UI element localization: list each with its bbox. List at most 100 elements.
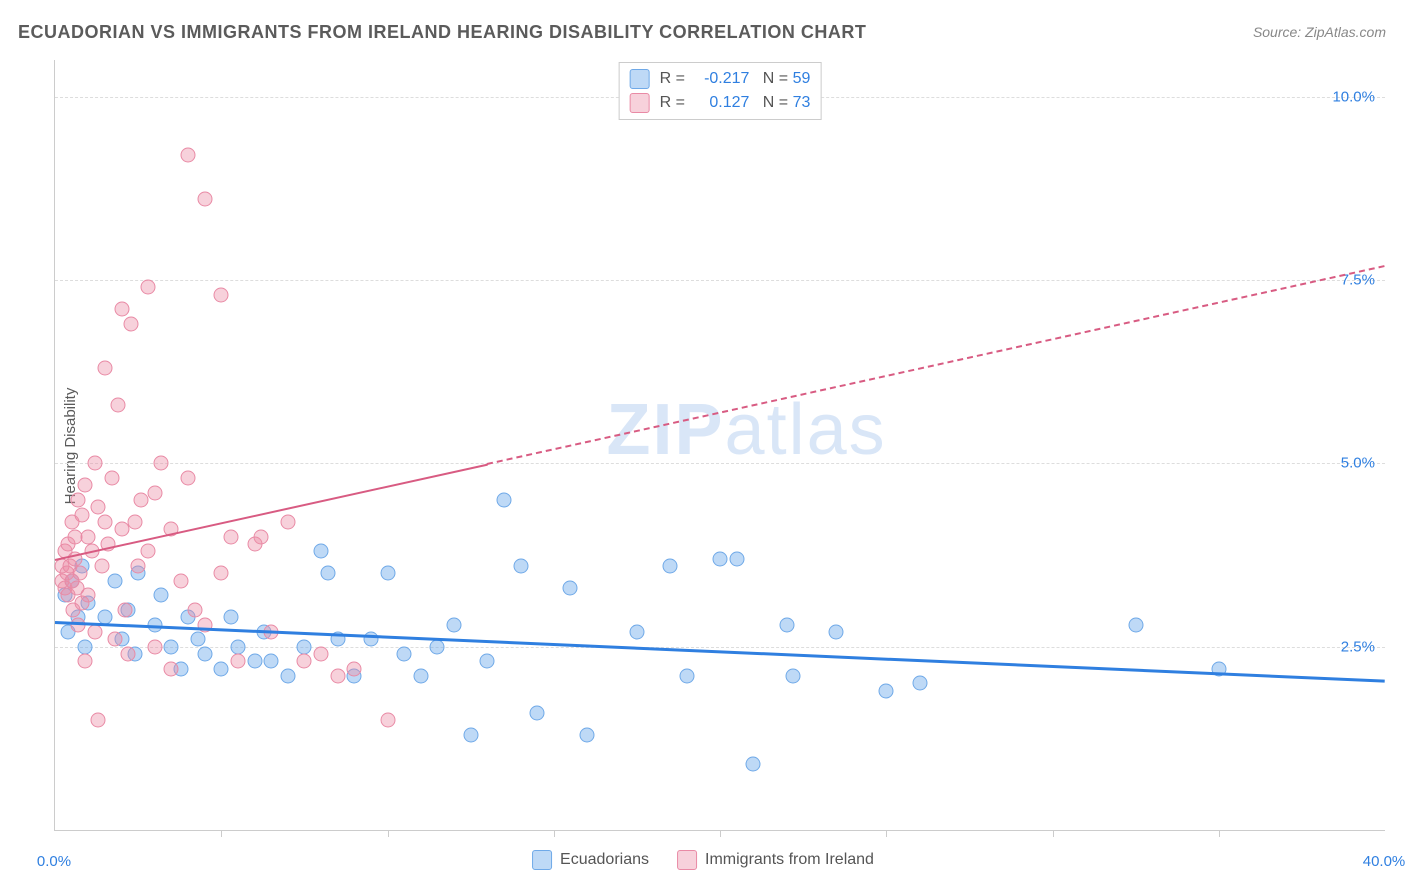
data-point (187, 603, 202, 618)
data-point (87, 625, 102, 640)
data-point (91, 713, 106, 728)
plot-area: ZIPatlas R = -0.217 N = 59 R = 0.127 N = … (54, 60, 1385, 831)
data-point (94, 559, 109, 574)
legend-swatch (677, 850, 697, 870)
x-tick (1053, 830, 1054, 837)
data-point (247, 654, 262, 669)
data-point (141, 280, 156, 295)
trend-line (55, 463, 488, 560)
data-point (87, 456, 102, 471)
data-point (164, 661, 179, 676)
data-point (746, 757, 761, 772)
y-tick-label: 5.0% (1341, 455, 1375, 472)
data-point (124, 317, 139, 332)
data-point (214, 566, 229, 581)
data-point (117, 603, 132, 618)
data-point (147, 639, 162, 654)
x-tick (720, 830, 721, 837)
data-point (713, 551, 728, 566)
data-point (224, 529, 239, 544)
chart-title: ECUADORIAN VS IMMIGRANTS FROM IRELAND HE… (18, 22, 866, 43)
legend-stat-row: R = -0.217 N = 59 (630, 67, 811, 91)
data-point (77, 654, 92, 669)
legend-series: Ecuadorians Immigrants from Ireland (532, 850, 874, 870)
y-tick-label: 2.5% (1341, 638, 1375, 655)
legend-label: Immigrants from Ireland (705, 851, 874, 869)
data-point (214, 661, 229, 676)
legend-stat-text: R = 0.127 N = 73 (660, 94, 811, 112)
data-point (320, 566, 335, 581)
data-point (480, 654, 495, 669)
data-point (829, 625, 844, 640)
data-point (513, 559, 528, 574)
data-point (314, 544, 329, 559)
legend-item: Immigrants from Ireland (677, 850, 874, 870)
trend-line (487, 265, 1385, 465)
data-point (197, 647, 212, 662)
data-point (380, 713, 395, 728)
data-point (121, 647, 136, 662)
data-point (104, 471, 119, 486)
data-point (447, 617, 462, 632)
watermark: ZIPatlas (607, 389, 887, 471)
gridline (55, 463, 1385, 464)
x-tick (554, 830, 555, 837)
legend-swatch (532, 850, 552, 870)
trend-line (55, 621, 1385, 683)
data-point (679, 669, 694, 684)
data-point (496, 493, 511, 508)
data-point (77, 478, 92, 493)
data-point (530, 705, 545, 720)
x-tick (1219, 830, 1220, 837)
legend-stat-text: R = -0.217 N = 59 (660, 70, 811, 88)
data-point (254, 529, 269, 544)
legend-swatch (630, 69, 650, 89)
data-point (879, 683, 894, 698)
data-point (347, 661, 362, 676)
data-point (280, 515, 295, 530)
x-tick-label: 40.0% (1363, 853, 1406, 870)
data-point (397, 647, 412, 662)
data-point (154, 456, 169, 471)
data-point (127, 515, 142, 530)
data-point (380, 566, 395, 581)
data-point (629, 625, 644, 640)
data-point (114, 302, 129, 317)
data-point (430, 639, 445, 654)
y-tick-label: 10.0% (1332, 88, 1375, 105)
data-point (197, 192, 212, 207)
data-point (230, 639, 245, 654)
legend-stats: R = -0.217 N = 59 R = 0.127 N = 73 (619, 62, 822, 120)
data-point (81, 529, 96, 544)
data-point (230, 654, 245, 669)
data-point (141, 544, 156, 559)
data-point (111, 397, 126, 412)
data-point (779, 617, 794, 632)
data-point (224, 610, 239, 625)
data-point (107, 573, 122, 588)
legend-stat-row: R = 0.127 N = 73 (630, 91, 811, 115)
x-tick-label: 0.0% (37, 853, 71, 870)
legend-label: Ecuadorians (560, 851, 649, 869)
data-point (330, 669, 345, 684)
data-point (563, 581, 578, 596)
data-point (97, 361, 112, 376)
x-tick (388, 830, 389, 837)
data-point (463, 727, 478, 742)
legend-item: Ecuadorians (532, 850, 649, 870)
data-point (912, 676, 927, 691)
data-point (181, 471, 196, 486)
data-point (413, 669, 428, 684)
data-point (131, 559, 146, 574)
data-point (71, 493, 86, 508)
data-point (314, 647, 329, 662)
x-tick (221, 830, 222, 837)
data-point (181, 148, 196, 163)
data-point (91, 500, 106, 515)
data-point (280, 669, 295, 684)
x-tick (886, 830, 887, 837)
data-point (77, 639, 92, 654)
data-point (1128, 617, 1143, 632)
data-point (786, 669, 801, 684)
data-point (580, 727, 595, 742)
